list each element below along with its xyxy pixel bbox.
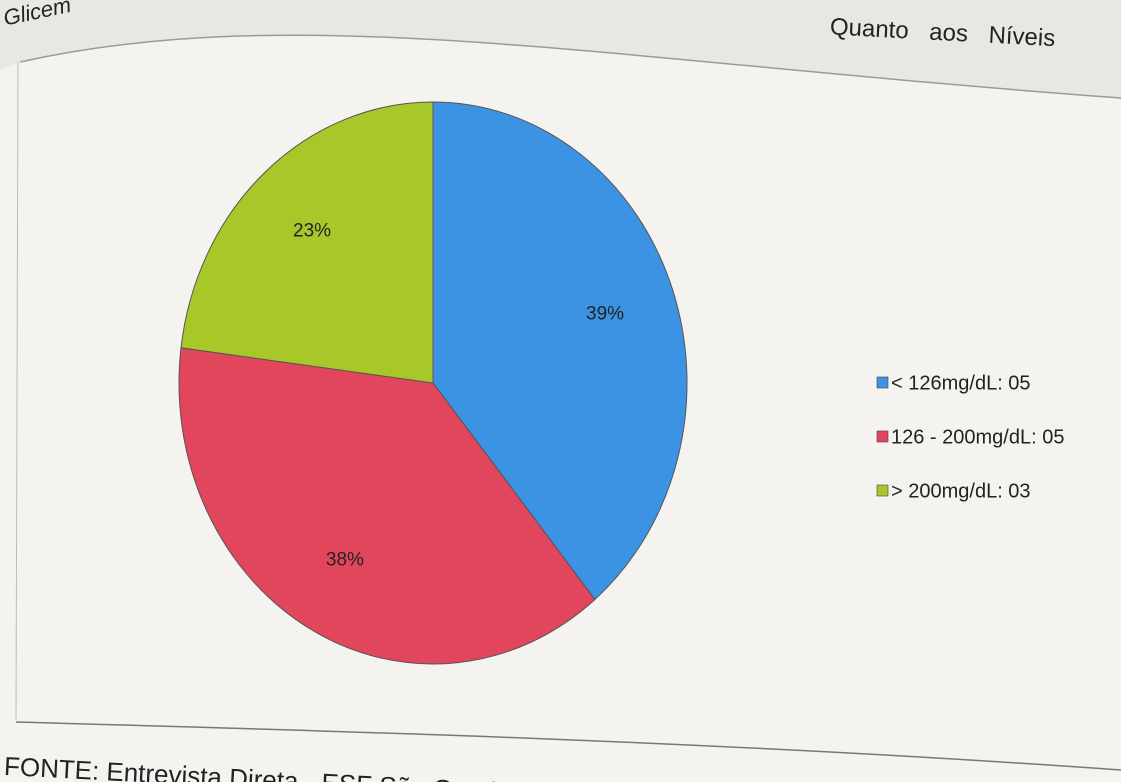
slice-label: 38% bbox=[326, 549, 364, 570]
pie-slice bbox=[180, 101, 434, 384]
legend-swatch bbox=[876, 430, 889, 443]
legend-swatch bbox=[876, 376, 889, 389]
legend-label: > 200mg/dL: 03 bbox=[891, 480, 1031, 502]
title-fragment: Quanto aos Níveis bbox=[829, 13, 1056, 52]
pie-slice bbox=[432, 101, 688, 601]
slice-label: 39% bbox=[586, 303, 624, 324]
frame-bottom bbox=[15, 721, 1121, 771]
frame-left bbox=[15, 61, 19, 721]
legend-label: 126 - 200mg/dL: 05 bbox=[891, 426, 1064, 448]
title-fragment: Glicem bbox=[1, 0, 73, 31]
legend-label: < 126mg/dL: 05 bbox=[891, 372, 1031, 394]
slice-label: 23% bbox=[293, 220, 331, 241]
legend-swatch bbox=[876, 484, 889, 497]
frame-top bbox=[19, 34, 1121, 99]
pie-slice bbox=[178, 347, 596, 665]
